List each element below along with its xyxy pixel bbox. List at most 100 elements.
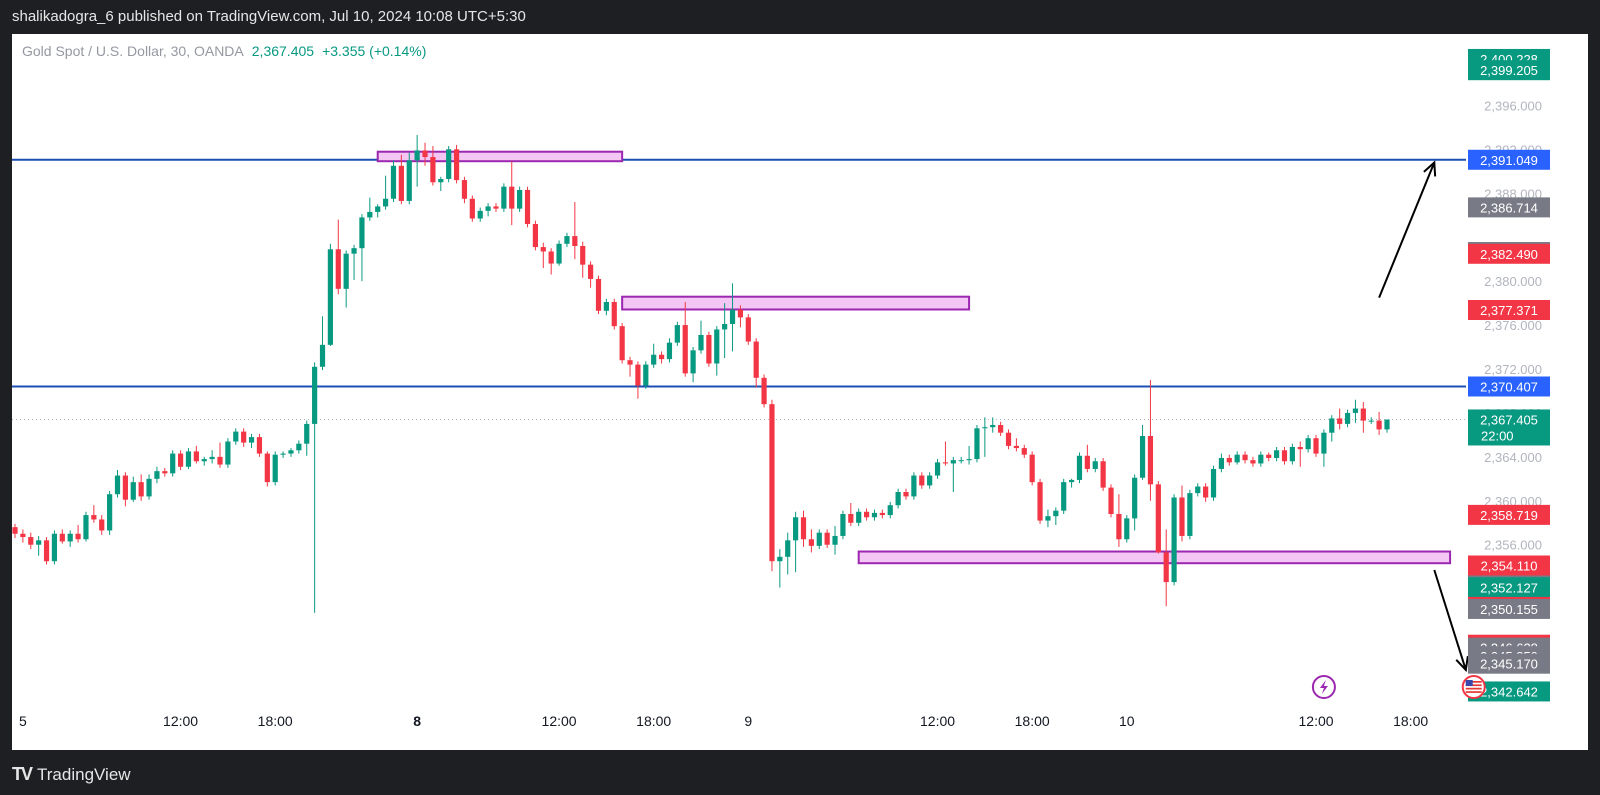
time-tick-label: 12:00 xyxy=(1299,713,1334,729)
price-tick-label: 2,380.000 xyxy=(1484,274,1542,289)
candle-body xyxy=(627,360,633,365)
time-tick-label: 12:00 xyxy=(542,713,577,729)
candle-body xyxy=(824,532,830,545)
candle xyxy=(769,399,775,572)
candle-body xyxy=(887,505,893,516)
price-badge-label: 2,386.714 xyxy=(1480,200,1538,215)
candle xyxy=(816,529,822,550)
candle-body xyxy=(485,206,491,211)
candle xyxy=(193,445,199,464)
price-badge-bg xyxy=(1468,577,1550,598)
candle-body xyxy=(966,459,972,461)
candle-body xyxy=(982,427,988,429)
candle-body xyxy=(769,404,775,562)
candle xyxy=(1376,411,1382,435)
price-badge-bg xyxy=(1468,598,1550,619)
candle-body xyxy=(288,450,294,454)
price-badge-label: 2,370.407 xyxy=(1480,379,1538,394)
price-badge: 2,377.371 xyxy=(1468,300,1550,321)
candle xyxy=(367,197,373,221)
candlestick-chart[interactable]: 2,396.0002,392.0002,388.0002,380.0002,37… xyxy=(0,0,1600,750)
candle-body xyxy=(1139,436,1146,478)
price-badge: 2,342.642 xyxy=(1468,681,1550,702)
candle xyxy=(83,511,89,542)
candle xyxy=(785,532,791,575)
candle-body xyxy=(737,309,744,318)
candle xyxy=(312,362,318,613)
price-badge-bg xyxy=(1468,243,1550,264)
candle xyxy=(154,466,160,484)
price-badge: 2,354.110 xyxy=(1468,555,1550,576)
candle-body xyxy=(911,475,917,497)
price-badge-label: 2,342.642 xyxy=(1480,684,1538,699)
candle-body xyxy=(1013,445,1019,449)
candle-body xyxy=(722,323,728,330)
price-badge: 2,345.170 xyxy=(1468,653,1550,674)
candle xyxy=(438,176,444,192)
price-badge-label: 2,345.170 xyxy=(1480,657,1538,672)
candle-body xyxy=(950,460,956,464)
price-badge-label: 2,399.205 xyxy=(1480,63,1538,78)
candle-body xyxy=(359,217,365,249)
candle xyxy=(1155,481,1161,554)
price-badge-label: 2,391.049 xyxy=(1480,153,1538,168)
candle xyxy=(1045,509,1051,528)
candle-body xyxy=(919,475,925,486)
time-axis: 5 12:00 18:00 8 12:00 18:00 9 12:00 18:00 10 12:00… xyxy=(19,713,1428,729)
time-tick-label: 5 xyxy=(19,713,27,729)
candle-body xyxy=(382,198,389,207)
candle xyxy=(722,303,728,359)
candle-body xyxy=(1329,418,1335,433)
candle xyxy=(296,440,302,454)
candle-body xyxy=(1061,482,1067,511)
candle xyxy=(493,203,499,212)
candle xyxy=(67,530,73,547)
candle xyxy=(619,322,625,364)
candle-body xyxy=(651,354,657,365)
candle-body xyxy=(327,249,333,345)
candle-body xyxy=(241,431,247,443)
candle xyxy=(690,347,696,383)
candle xyxy=(114,470,121,498)
candle-body xyxy=(595,278,602,311)
candle-body xyxy=(745,317,751,342)
candle xyxy=(793,511,799,573)
candle xyxy=(375,204,381,218)
candle xyxy=(1266,452,1272,462)
candle xyxy=(453,144,460,184)
candle xyxy=(256,433,263,457)
candle xyxy=(674,321,680,346)
candle-body xyxy=(1305,438,1311,450)
candle xyxy=(177,450,184,471)
us-flag-event-icon xyxy=(1461,675,1486,699)
candle-body xyxy=(36,540,42,545)
candle xyxy=(737,305,744,328)
candle-body xyxy=(304,423,310,444)
candle-body xyxy=(509,186,515,209)
candle-body xyxy=(1068,479,1075,483)
supply-demand-zone xyxy=(376,150,624,163)
candle xyxy=(1218,453,1225,473)
candle-body xyxy=(863,511,870,518)
tradingview-logo[interactable]: TV TradingView xyxy=(12,764,131,785)
candle xyxy=(51,530,58,565)
candle-body xyxy=(501,186,507,209)
candle-body xyxy=(1313,438,1319,454)
price-badge: 2,350.155 xyxy=(1468,598,1550,619)
candle xyxy=(359,214,365,282)
candle xyxy=(1124,515,1130,543)
candle xyxy=(1061,478,1067,514)
candle-body xyxy=(1045,516,1051,521)
candle-body xyxy=(319,344,326,367)
flag-circle xyxy=(1461,675,1486,699)
flag-canton xyxy=(1465,680,1473,686)
candle-body xyxy=(777,556,783,562)
candle-body xyxy=(517,189,523,209)
candle xyxy=(1013,438,1019,452)
chart-frame[interactable] xyxy=(12,34,1588,750)
candle-body xyxy=(1171,497,1177,583)
candle xyxy=(1132,474,1138,531)
candle-body xyxy=(990,425,996,428)
candle xyxy=(1297,441,1303,467)
